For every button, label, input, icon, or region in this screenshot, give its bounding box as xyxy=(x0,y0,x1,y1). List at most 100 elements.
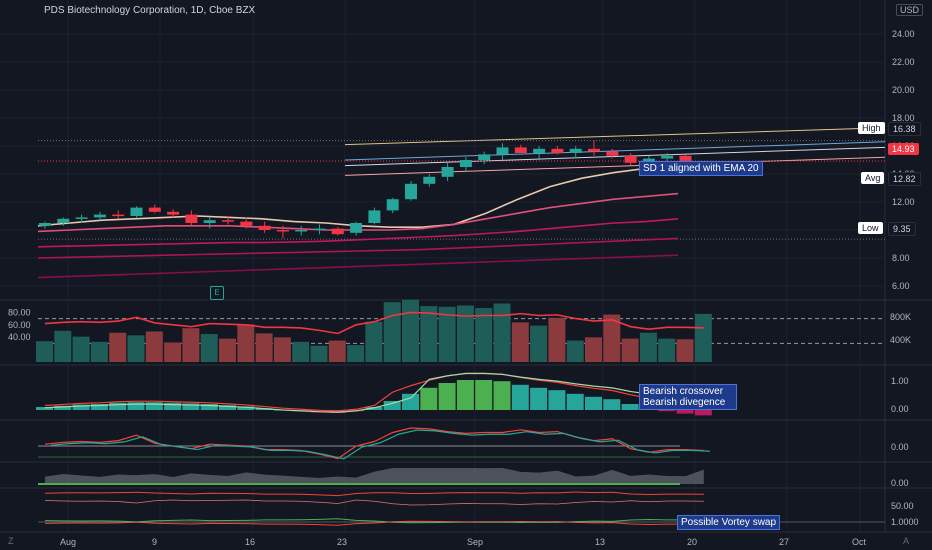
macd-hist-bar xyxy=(566,393,584,410)
macd-hist-bar xyxy=(530,387,548,410)
macd-hist-bar xyxy=(676,410,694,414)
auto-scale-button[interactable]: A xyxy=(903,536,910,546)
vortex-plus-line xyxy=(44,518,704,524)
candle-body xyxy=(185,214,198,223)
candle-body xyxy=(130,207,143,216)
candle-body xyxy=(405,183,417,200)
macd-hist-bar xyxy=(475,380,493,410)
macd-line xyxy=(44,372,704,412)
bearish-crossover-text: Bearish crossover xyxy=(643,386,724,397)
candle-body xyxy=(386,199,399,211)
volume-bar xyxy=(310,345,328,362)
time-tick-label: 9 xyxy=(152,537,157,547)
macd-hist-bar xyxy=(438,383,456,410)
macd-hist-bar xyxy=(402,393,419,410)
stoch-tick-label: 0.00 xyxy=(891,442,909,452)
volume-bar xyxy=(127,335,145,362)
volume-bar xyxy=(347,345,365,362)
macd-hist-bar xyxy=(383,401,401,410)
macd-hist-bar xyxy=(456,380,474,410)
volume-bar xyxy=(639,332,657,362)
channel-upper-line xyxy=(344,127,886,146)
macd-hist-bar xyxy=(54,405,72,410)
macd-hist-bar xyxy=(109,402,127,410)
volume-bar xyxy=(145,331,163,362)
candle-body xyxy=(661,155,674,159)
rsi-tick-label: 60.00 xyxy=(8,320,31,330)
volume-bar xyxy=(328,340,346,362)
price-tick-label: 6.00 xyxy=(892,281,910,291)
price-tick-label: 22.00 xyxy=(892,57,915,67)
volume-bar xyxy=(383,302,401,362)
signal-line xyxy=(44,372,704,413)
candle-body xyxy=(75,217,88,219)
volume-bar xyxy=(365,321,383,362)
candle-body xyxy=(258,225,271,230)
volume-bar xyxy=(36,341,53,362)
macd-hist-bar xyxy=(164,402,182,410)
macd-hist-bar xyxy=(237,406,255,410)
candle-body xyxy=(606,151,619,156)
timezone-button[interactable]: Z xyxy=(8,536,14,546)
macd-hist-bar xyxy=(219,405,236,410)
high-value: 16.38 xyxy=(888,122,921,136)
macd-hist-bar xyxy=(621,404,639,410)
low-value: 9.35 xyxy=(888,222,916,236)
volume-tick-label: 800K xyxy=(890,312,911,322)
dmi-line-2 xyxy=(44,499,704,506)
candle-body xyxy=(203,220,216,223)
macd-tick-label: 1.00 xyxy=(891,376,909,386)
ema200-line xyxy=(37,254,679,279)
macd-hist-bar xyxy=(90,404,108,410)
volume-bar xyxy=(676,339,694,362)
candle-body xyxy=(112,214,125,217)
candle-body xyxy=(624,155,637,163)
avg-label: Avg xyxy=(861,172,885,184)
macd-hist-bar xyxy=(493,381,511,410)
channel-mid2-line xyxy=(344,146,886,167)
candle-body xyxy=(459,160,472,167)
channel-mid-line xyxy=(344,141,886,161)
macd-hist-bar xyxy=(72,404,90,410)
volume-bar xyxy=(182,328,200,362)
price-tick-label: 12.00 xyxy=(892,197,915,207)
macd-hist-bar xyxy=(603,399,621,410)
dmi-tick-label: 50.00 xyxy=(891,501,914,511)
vortex-annotation: Possible Vortey swap xyxy=(677,515,781,530)
volume-bar xyxy=(219,338,236,362)
earnings-icon[interactable]: E xyxy=(210,286,224,300)
volume-bar xyxy=(493,303,511,362)
volume-bar xyxy=(456,305,474,362)
candle-body xyxy=(533,148,546,153)
macd-tick-label: 0.00 xyxy=(891,404,909,414)
volume-bar xyxy=(585,337,602,362)
volume-bar xyxy=(54,330,72,362)
candle-body xyxy=(569,148,582,153)
volume-bar xyxy=(72,336,90,362)
volume-bar xyxy=(530,325,548,362)
macd-hist-bar xyxy=(511,384,529,410)
price-tick-label: 8.00 xyxy=(892,253,910,263)
candle-body xyxy=(496,147,509,155)
price-tick-label: 24.00 xyxy=(892,29,915,39)
last-price-badge: 14.93 xyxy=(888,143,919,155)
macd-hist-bar xyxy=(328,410,346,413)
ema20-line xyxy=(37,166,679,228)
candle-body xyxy=(588,148,600,152)
currency-button[interactable]: USD xyxy=(896,4,924,16)
ema150-line xyxy=(37,237,679,259)
dmi-line-1 xyxy=(44,491,704,497)
time-tick-label: 27 xyxy=(779,537,789,547)
macd-hist-bar xyxy=(548,390,566,410)
time-tick-label: 16 xyxy=(245,537,255,547)
price-tick-label: 20.00 xyxy=(892,85,915,95)
candle-body xyxy=(423,176,436,184)
vortex-minus-line xyxy=(44,520,704,526)
bearish-annotation: Bearish crossover Bearish divegence xyxy=(639,384,737,410)
volume-bar xyxy=(658,338,676,362)
candle-body xyxy=(167,211,180,215)
ema100-line xyxy=(37,218,679,248)
volume-bar xyxy=(402,299,419,362)
macd-hist-bar xyxy=(200,404,218,410)
